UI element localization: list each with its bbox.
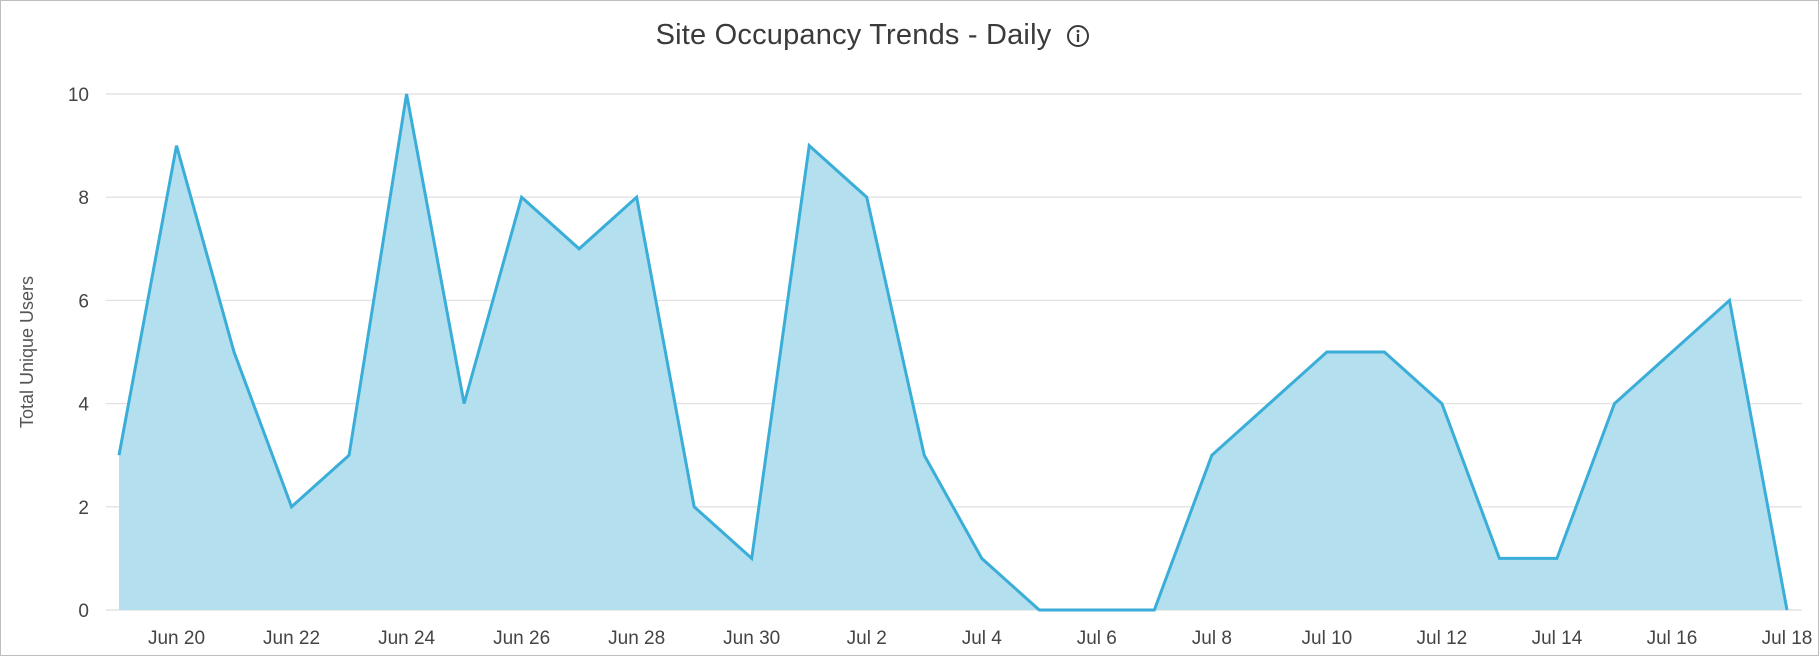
data-point[interactable]: Jul 5: 0 [1034, 605, 1044, 615]
x-tick-label: Jul 10 [1302, 628, 1353, 649]
x-tick-label: Jun 26 [493, 628, 550, 649]
data-point[interactable]: Jun 24: 10 [402, 89, 412, 99]
data-point[interactable]: Jun 21: 5 [229, 347, 239, 357]
data-point[interactable]: Jul 9: 4 [1264, 399, 1274, 409]
x-tick-label: Jun 24 [378, 628, 435, 649]
x-tick-label: Jul 2 [847, 628, 887, 649]
data-point[interactable]: Jul 12: 4 [1437, 399, 1447, 409]
data-point[interactable]: Jun 30: 1 [747, 553, 757, 563]
data-point[interactable]: Jul 16: 5 [1667, 347, 1677, 357]
x-tick-label: Jun 22 [263, 628, 320, 649]
data-point[interactable]: Jun 29: 2 [689, 502, 699, 512]
data-point[interactable]: Jun 26: 8 [517, 192, 527, 202]
area-series: Jun 19: 3 Jun 20: 9 Jun 21: 5 Jun 22: 2 Jun … [114, 89, 1792, 615]
x-tick-label: Jun 20 [148, 628, 205, 649]
data-point[interactable]: Jul 7: 0 [1149, 605, 1159, 615]
y-tick-label: 6 [78, 291, 89, 312]
x-axis: Jun 20 Jun 22 Jun 24 Jun 26 Jun 28 Jun 30 Jul … [148, 628, 1812, 649]
data-point[interactable]: Jun 20: 9 [172, 141, 182, 151]
data-point[interactable]: Jun 19: 3 [114, 450, 124, 460]
data-point[interactable]: Jul 15: 4 [1609, 399, 1619, 409]
data-point[interactable]: Jun 25: 4 [459, 399, 469, 409]
data-point[interactable]: Jul 13: 1 [1494, 553, 1504, 563]
y-axis-title: Total Unique Users [17, 276, 37, 428]
data-point[interactable]: Jul 11: 5 [1379, 347, 1389, 357]
data-point[interactable]: Jun 23: 3 [344, 450, 354, 460]
chart-title: Site Occupancy Trends - Daily [655, 19, 1052, 51]
info-icon[interactable] [1065, 23, 1091, 49]
x-tick-label: Jul 14 [1532, 628, 1583, 649]
y-tick-label: 10 [68, 85, 89, 106]
data-point[interactable]: Jul 1: 9 [804, 141, 814, 151]
data-point[interactable]: Jul 4: 1 [977, 553, 987, 563]
data-point[interactable]: Jul 8: 3 [1207, 450, 1217, 460]
chart-header: Site Occupancy Trends - Daily [0, 19, 1782, 52]
data-point[interactable]: Jul 6: 0 [1092, 605, 1102, 615]
data-point[interactable]: Jul 10: 5 [1322, 347, 1332, 357]
data-point[interactable]: Jun 28: 8 [632, 192, 642, 202]
y-tick-label: 4 [78, 395, 89, 416]
series-line [117, 93, 1789, 612]
data-point[interactable]: Jun 27: 7 [574, 244, 584, 254]
data-point[interactable]: Jul 3: 3 [919, 450, 929, 460]
x-tick-label: Jul 8 [1192, 628, 1232, 649]
data-point[interactable]: Jun 22: 2 [287, 502, 297, 512]
x-tick-label: Jul 16 [1647, 628, 1698, 649]
data-point[interactable]: Jul 17: 6 [1724, 295, 1734, 305]
y-tick-label: 0 [78, 601, 89, 622]
y-axis: 0 2 4 6 8 10 [68, 85, 90, 622]
y-tick-label: 2 [78, 498, 89, 519]
y-tick-label: 8 [78, 188, 89, 209]
x-tick-label: Jul 12 [1417, 628, 1468, 649]
data-point[interactable]: Jul 14: 1 [1552, 553, 1562, 563]
x-tick-label: Jul 6 [1077, 628, 1117, 649]
x-tick-label: Jul 18 [1762, 628, 1813, 649]
x-tick-label: Jun 30 [723, 628, 780, 649]
area-fill [119, 94, 1787, 610]
data-point[interactable]: Jul 18: 0 [1782, 605, 1792, 615]
x-tick-label: Jun 28 [608, 628, 665, 649]
x-tick-label: Jul 4 [962, 628, 1003, 649]
data-point[interactable]: Jul 2: 8 [862, 192, 872, 202]
